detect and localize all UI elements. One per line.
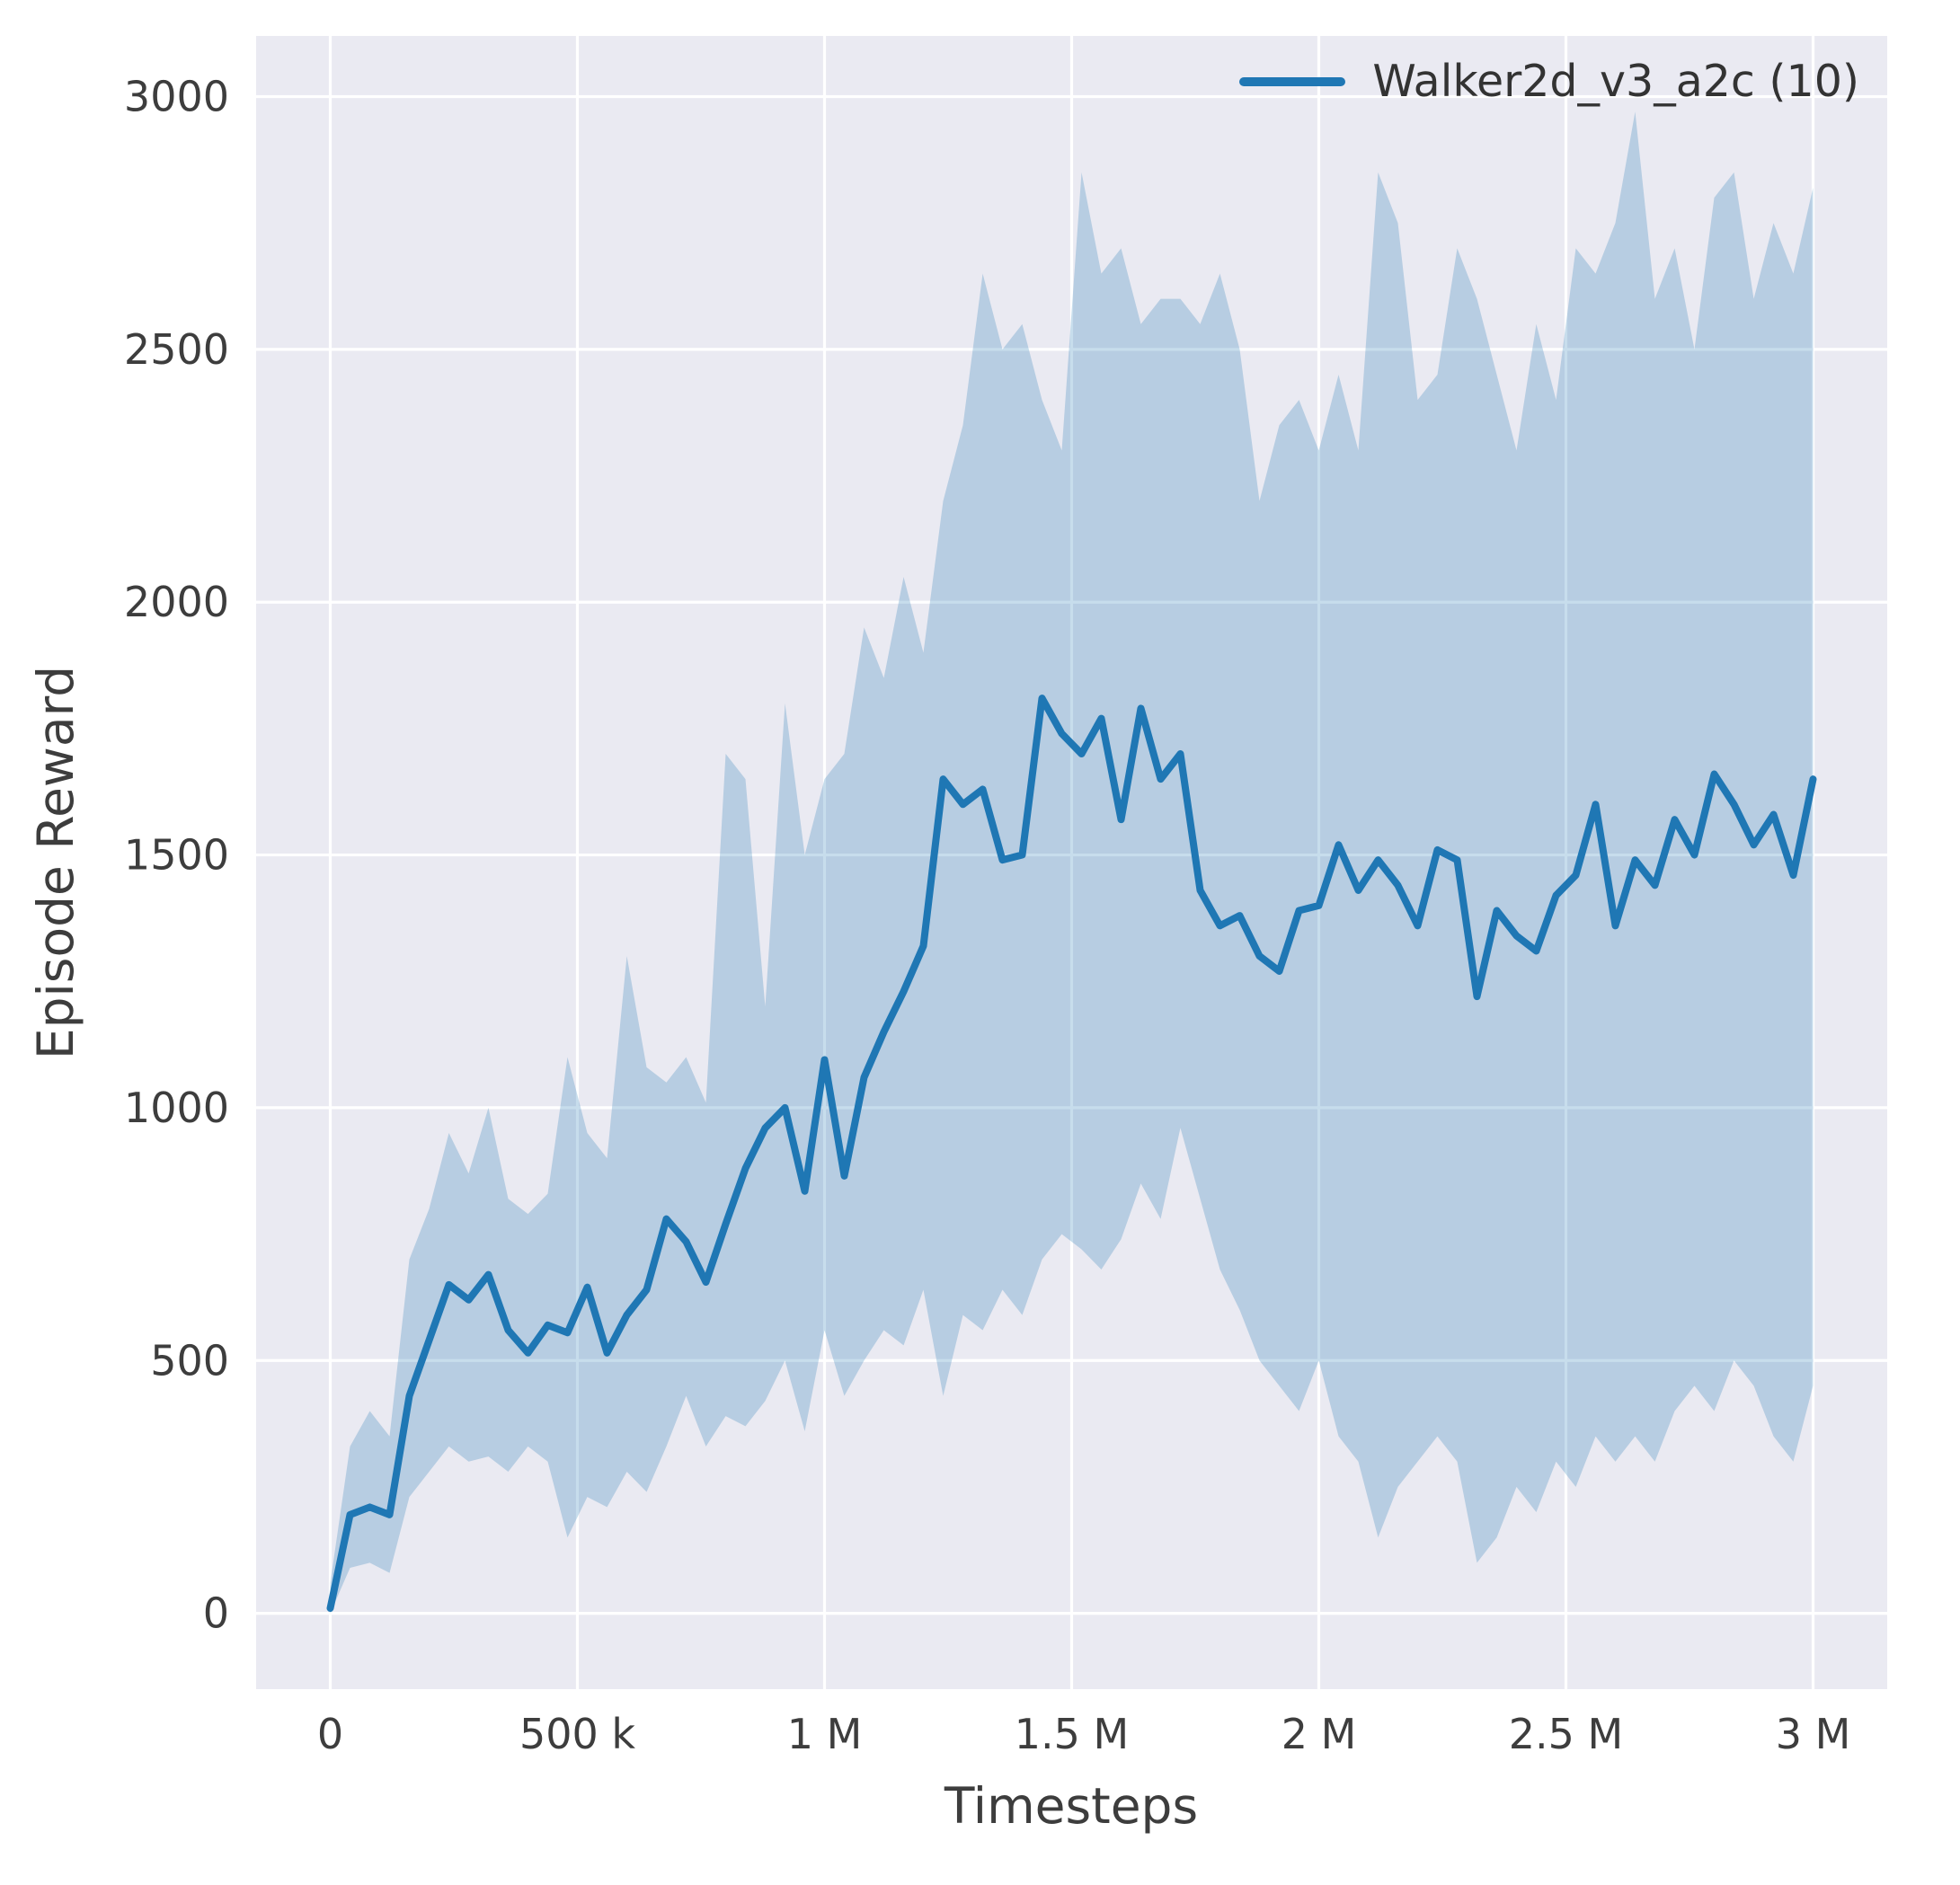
x-tick-label: 0: [317, 1710, 343, 1758]
x-tick-label: 1 M: [787, 1710, 863, 1758]
y-tick-label: 500: [150, 1336, 229, 1385]
y-tick-label: 3000: [124, 73, 229, 121]
x-tick-label: 1.5 M: [1015, 1710, 1129, 1758]
gridlines: [256, 36, 1887, 1689]
x-tick-label: 3 M: [1776, 1710, 1851, 1758]
y-tick-label: 1500: [124, 831, 229, 880]
legend-label: Walker2d_v3_a2c (10): [1372, 56, 1859, 107]
legend: Walker2d_v3_a2c (10): [1239, 56, 1859, 107]
legend-line-swatch: [1239, 76, 1346, 86]
x-tick-label: 2 M: [1282, 1710, 1357, 1758]
x-tick-label: 500 k: [519, 1710, 635, 1758]
y-tick-label: 2000: [124, 578, 229, 626]
mean-line: [326, 695, 1817, 1612]
y-tick-label: 0: [203, 1589, 229, 1638]
x-axis-label: Timesteps: [944, 1777, 1199, 1835]
x-tick-labels: 0 500 k 1 M 1.5 M 2 M 2.5 M 3 M: [317, 1710, 1850, 1758]
confidence-band: [330, 111, 1814, 1614]
y-axis-label: Episode Reward: [27, 665, 84, 1060]
x-tick-label: 2.5 M: [1509, 1710, 1623, 1758]
y-tick-label: 2500: [124, 325, 229, 374]
y-tick-labels: 0 500 1000 1500 2000 2500 3000: [124, 73, 229, 1638]
y-tick-label: 1000: [124, 1084, 229, 1132]
